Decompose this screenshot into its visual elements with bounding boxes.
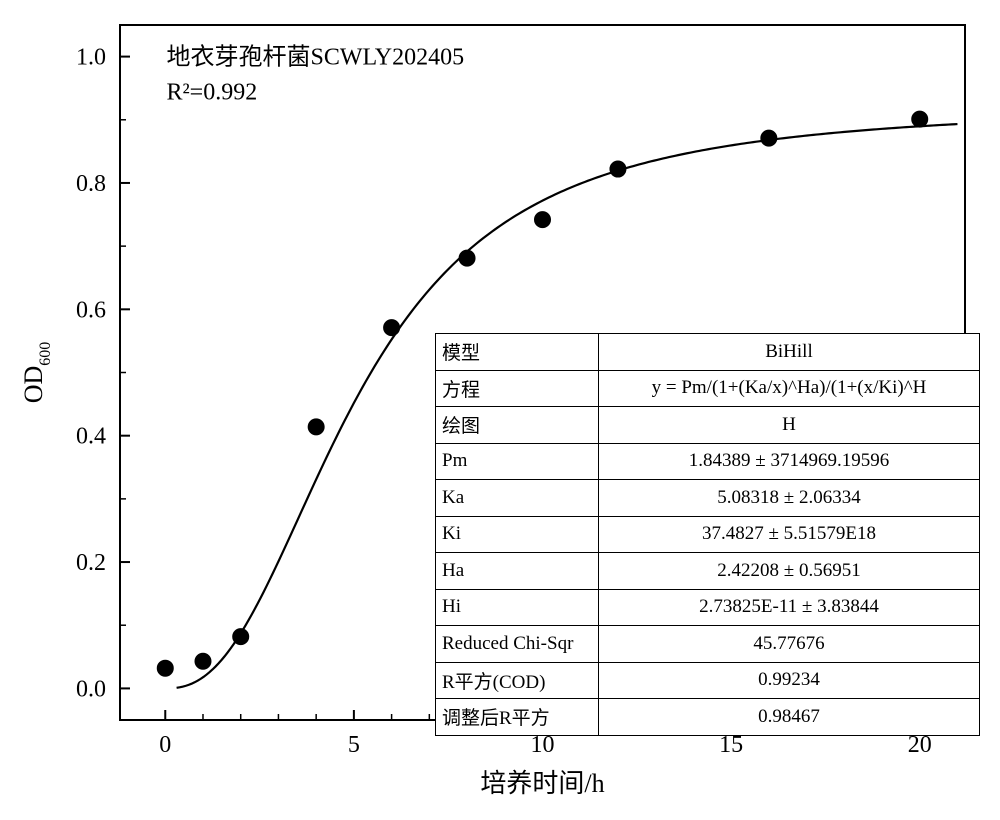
param-key: 方程: [436, 370, 599, 407]
data-point: [535, 212, 551, 228]
param-value: 1.84389 ± 3714969.19596: [599, 443, 980, 480]
x-tick-label: 15: [719, 732, 743, 758]
param-key: Ka: [436, 480, 599, 517]
table-row: R平方(COD)0.99234: [436, 662, 980, 699]
table-row: Ki37.4827 ± 5.51579E18: [436, 516, 980, 553]
param-key: Reduced Chi-Sqr: [436, 626, 599, 663]
y-tick-label: 0.0: [76, 676, 106, 702]
growth-curve-figure: 0 5 10 15 20 培养时间/h 0.0 0.2 0.4 0.6 0.8 1.0 OD600 地衣芽…: [0, 0, 1000, 820]
param-key: 绘图: [436, 407, 599, 444]
param-value: 2.42208 ± 0.56951: [599, 553, 980, 590]
data-point: [912, 111, 928, 127]
table-row: 调整后R平方0.98467: [436, 699, 980, 736]
table-row: 模型BiHill: [436, 334, 980, 371]
param-value: 45.77676: [599, 626, 980, 663]
chart-annotation: R²=0.992: [166, 79, 257, 105]
param-value: 5.08318 ± 2.06334: [599, 480, 980, 517]
param-value: y = Pm/(1+(Ka/x)^Ha)/(1+(x/Ki)^H: [599, 370, 980, 407]
data-point: [308, 419, 324, 435]
y-tick-label: 0.6: [76, 297, 106, 323]
param-key: Pm: [436, 443, 599, 480]
param-value: BiHill: [599, 334, 980, 371]
x-tick-label: 10: [531, 732, 555, 758]
fit-parameters-table: 模型BiHill方程y = Pm/(1+(Ka/x)^Ha)/(1+(x/Ki)…: [435, 333, 980, 736]
table-row: 方程y = Pm/(1+(Ka/x)^Ha)/(1+(x/Ki)^H: [436, 370, 980, 407]
param-key: 模型: [436, 334, 599, 371]
table-row: Hi2.73825E-11 ± 3.83844: [436, 589, 980, 626]
table-row: Ha2.42208 ± 0.56951: [436, 553, 980, 590]
param-value: 0.99234: [599, 662, 980, 699]
y-tick-label: 1.0: [76, 45, 106, 71]
data-point: [459, 250, 475, 266]
param-key: Hi: [436, 589, 599, 626]
chart-annotation: 地衣芽孢杆菌SCWLY202405: [166, 44, 464, 71]
param-value: 2.73825E-11 ± 3.83844: [599, 589, 980, 626]
data-point: [610, 161, 626, 177]
data-point: [157, 660, 173, 676]
param-value: 37.4827 ± 5.51579E18: [599, 516, 980, 553]
y-tick-label: 0.4: [76, 424, 106, 450]
data-point: [233, 629, 249, 645]
data-point: [195, 653, 211, 669]
param-value: 0.98467: [599, 699, 980, 736]
y-tick-label: 0.2: [76, 550, 106, 576]
data-point: [384, 320, 400, 336]
x-axis-label: 培养时间/h: [480, 769, 604, 798]
table-row: Ka5.08318 ± 2.06334: [436, 480, 980, 517]
table-row: Pm1.84389 ± 3714969.19596: [436, 443, 980, 480]
param-key: Ha: [436, 553, 599, 590]
x-tick-label: 20: [908, 732, 932, 758]
y-axis-label: OD600: [19, 342, 54, 404]
table-row: 绘图H: [436, 407, 980, 444]
param-value: H: [599, 407, 980, 444]
param-key: R平方(COD): [436, 662, 599, 699]
x-tick-label: 0: [159, 732, 171, 758]
data-point: [761, 130, 777, 146]
x-tick-label: 5: [348, 732, 360, 758]
param-key: 调整后R平方: [436, 699, 599, 736]
param-key: Ki: [436, 516, 599, 553]
table-row: Reduced Chi-Sqr45.77676: [436, 626, 980, 663]
y-tick-label: 0.8: [76, 171, 106, 197]
